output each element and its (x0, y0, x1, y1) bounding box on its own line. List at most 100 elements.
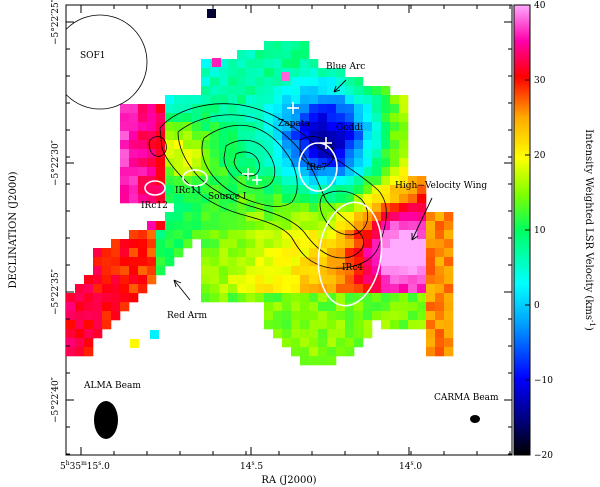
heatmap-pixel (327, 239, 337, 249)
heatmap-pixel (174, 221, 184, 231)
heatmap-pixel (345, 239, 355, 249)
heatmap-pixel (345, 203, 355, 213)
heatmap-pixel (381, 302, 391, 312)
heatmap-pixel (138, 158, 148, 168)
heatmap-pixel (129, 176, 139, 186)
heatmap-pixel (120, 275, 130, 285)
heatmap-pixel (399, 194, 409, 204)
heatmap-pixel (381, 185, 391, 195)
heatmap-pixel (264, 284, 274, 294)
heatmap-pixel (264, 95, 274, 105)
heatmap-pixel (228, 122, 238, 132)
heatmap-pixel (138, 113, 148, 123)
heatmap-pixel (318, 104, 328, 114)
heatmap-pixel (327, 284, 337, 294)
heatmap-pixel (219, 59, 229, 69)
heatmap-pixel (228, 221, 238, 231)
heatmap-pixel (372, 266, 382, 276)
heatmap-pixel (273, 320, 283, 330)
heatmap-pixel (291, 230, 301, 240)
heatmap-pixel (255, 167, 265, 177)
heatmap-pixel (318, 284, 328, 294)
heatmap-pixel (156, 194, 166, 204)
heatmap-pixel (111, 302, 121, 312)
heatmap-pixel (219, 212, 229, 222)
label-goddi: Goddi (336, 123, 363, 133)
heatmap-pixel (354, 158, 364, 168)
heatmap-pixel (318, 302, 328, 312)
heatmap-pixel (246, 77, 256, 87)
heatmap-pixel (264, 113, 274, 123)
heatmap-pixel (363, 248, 373, 258)
heatmap-pixel (291, 320, 301, 330)
heatmap-pixel (318, 149, 328, 159)
heatmap-pixel (201, 149, 211, 159)
heatmap-pixel (237, 221, 247, 231)
heatmap-pixel (183, 131, 193, 141)
heatmap-pixel (282, 284, 292, 294)
heatmap-pixel (336, 131, 346, 141)
heatmap-pixel (444, 338, 454, 348)
heatmap-pixel (237, 275, 247, 285)
heatmap-pixel (327, 221, 337, 231)
heatmap-pixel (237, 230, 247, 240)
heatmap-pixel (264, 275, 274, 285)
heatmap-pixel (255, 212, 265, 222)
heatmap-pixel (174, 158, 184, 168)
heatmap-pixel (282, 41, 292, 51)
heatmap-pixel (273, 176, 283, 186)
heatmap-pixel (138, 230, 148, 240)
heatmap-pixel (120, 122, 130, 132)
heatmap-pixel (426, 338, 436, 348)
heatmap-pixel (219, 158, 229, 168)
heatmap-pixel (309, 212, 319, 222)
heatmap-pixel (309, 329, 319, 339)
colorbar-tick-label: 0 (534, 301, 540, 311)
heatmap-pixel (300, 275, 310, 285)
label-irc4: IRc4 (342, 263, 363, 273)
heatmap-pixel (291, 212, 301, 222)
heatmap-pixel (165, 212, 175, 222)
cross-source-i-1 (242, 168, 254, 180)
heatmap-pixel (318, 266, 328, 276)
heatmap-pixel (147, 275, 157, 285)
heatmap-pixel (138, 275, 148, 285)
heatmap-pixel (399, 320, 409, 330)
heatmap-pixel (264, 212, 274, 222)
heatmap-pixel (300, 167, 310, 177)
heatmap-pixel (210, 167, 220, 177)
heatmap-pixel (381, 320, 391, 330)
heatmap-pixel (255, 68, 265, 78)
heatmap-pixel (390, 194, 400, 204)
heatmap-pixel (210, 158, 220, 168)
heatmap-pixel (246, 230, 256, 240)
heatmap-pixel (381, 167, 391, 177)
y-tick-label-25: −5°22′25″ (51, 0, 61, 45)
heatmap-pixel (219, 230, 229, 240)
heatmap-pixel (327, 104, 337, 114)
heatmap-pixel (372, 95, 382, 105)
heatmap-pixel (444, 230, 454, 240)
heatmap-pixel (363, 185, 373, 195)
heatmap-pixel (354, 95, 364, 105)
heatmap-pixel (390, 293, 400, 303)
heatmap-pixel (354, 257, 364, 267)
heatmap-pixel (300, 113, 310, 123)
heatmap-pixel (192, 203, 202, 213)
heatmap-pixel (219, 266, 229, 276)
heatmap-pixel (417, 185, 427, 195)
heatmap-pixel (183, 140, 193, 150)
heatmap-pixel (210, 131, 220, 141)
heatmap-pixel (273, 149, 283, 159)
carma-beam-ellipse (470, 415, 480, 423)
heatmap-pixel (273, 239, 283, 249)
heatmap-pixel (129, 230, 139, 240)
heatmap-pixel (165, 113, 175, 123)
heatmap-pixel (336, 239, 346, 249)
heatmap-pixel (399, 257, 409, 267)
heatmap-pixel (336, 194, 346, 204)
heatmap-pixel (264, 194, 274, 204)
heatmap-pixel (381, 266, 391, 276)
alma-beam-ellipse (94, 401, 118, 439)
heatmap-pixel (318, 248, 328, 258)
